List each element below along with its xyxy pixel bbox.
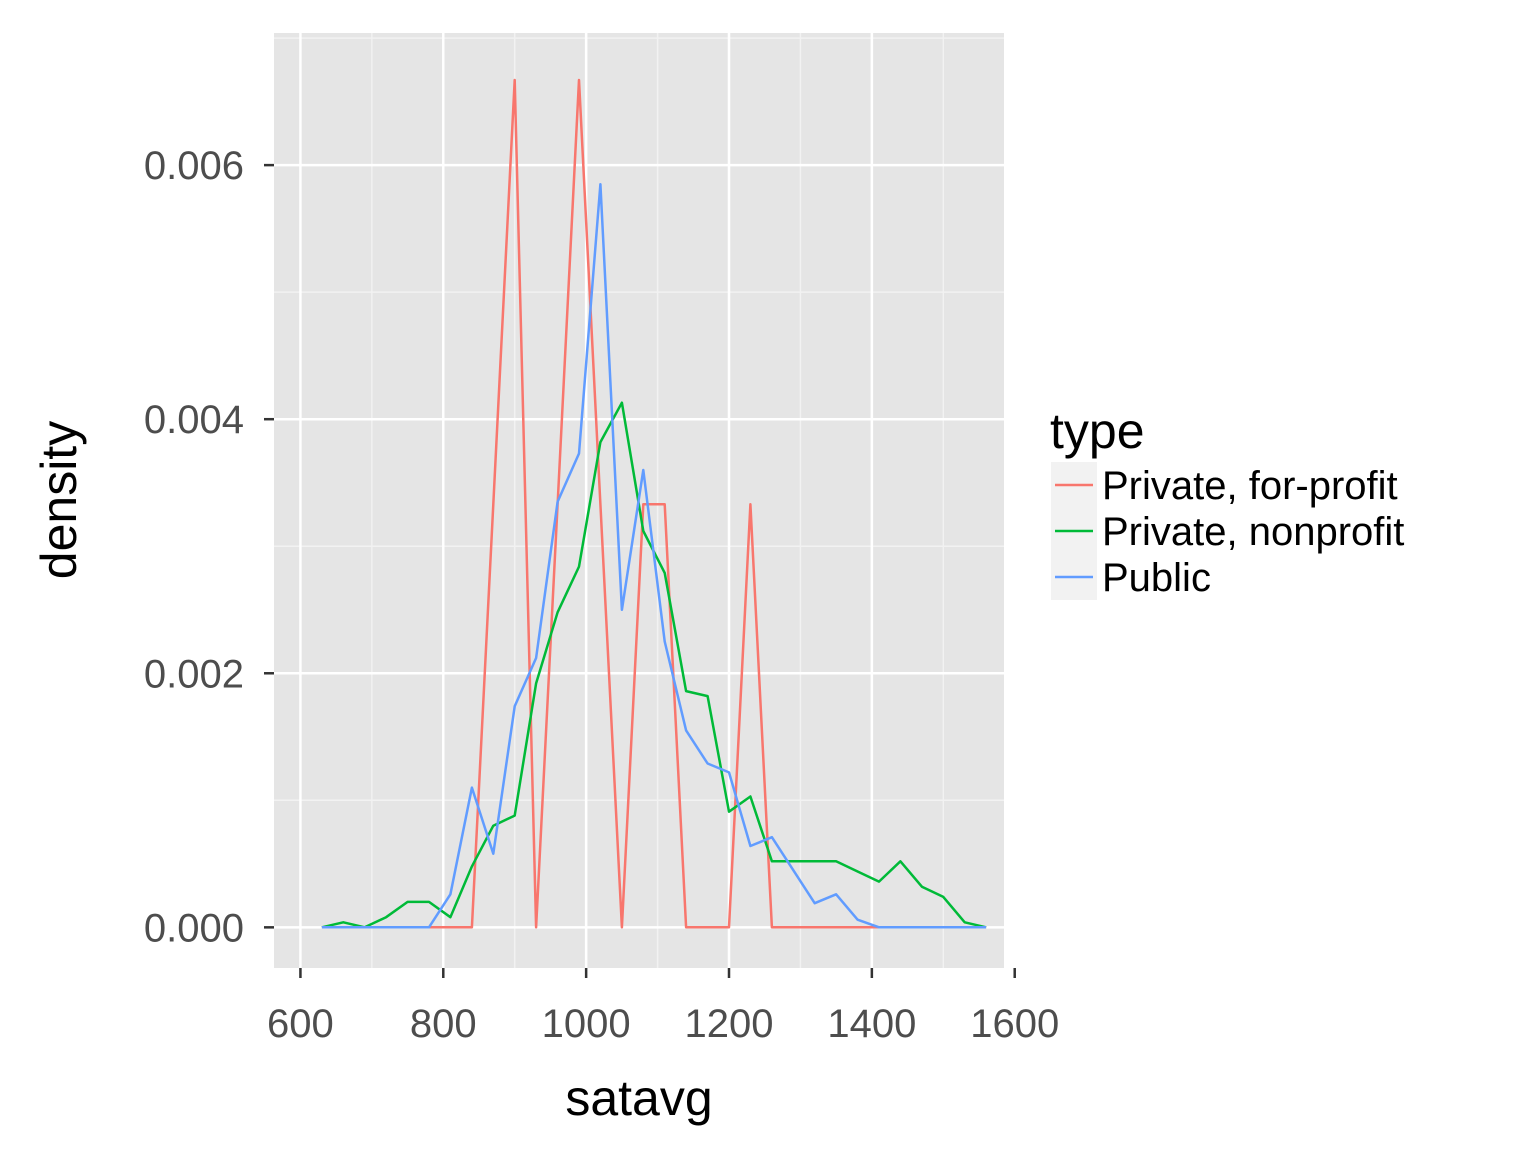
- y-tick-label: 0.000: [144, 906, 244, 950]
- series-line-2: [321, 182, 987, 929]
- y-tick-label: 0.004: [144, 398, 244, 442]
- x-axis: 600 800 1000 1200 1400 1600: [267, 968, 1059, 1046]
- x-tick-label: 1600: [970, 1002, 1059, 1046]
- x-axis-title: satavg: [565, 1070, 712, 1126]
- x-tick-label: 1000: [542, 1002, 631, 1046]
- y-axis-title: density: [31, 421, 87, 579]
- series-lines: [321, 78, 987, 929]
- y-tick-label: 0.006: [144, 144, 244, 188]
- minor-gridlines: [274, 33, 1004, 968]
- x-tick-label: 800: [410, 1002, 477, 1046]
- legend-title: type: [1050, 403, 1145, 459]
- x-tick-label: 1200: [685, 1002, 774, 1046]
- legend-label: Public: [1102, 556, 1211, 600]
- legend-label: Private, for-profit: [1102, 464, 1398, 508]
- x-tick-label: 1400: [827, 1002, 916, 1046]
- x-tick-label: 600: [267, 1002, 334, 1046]
- y-axis: 0.000 0.002 0.004 0.006: [144, 144, 274, 950]
- y-tick-label: 0.002: [144, 652, 244, 696]
- legend-label: Private, nonprofit: [1102, 510, 1404, 554]
